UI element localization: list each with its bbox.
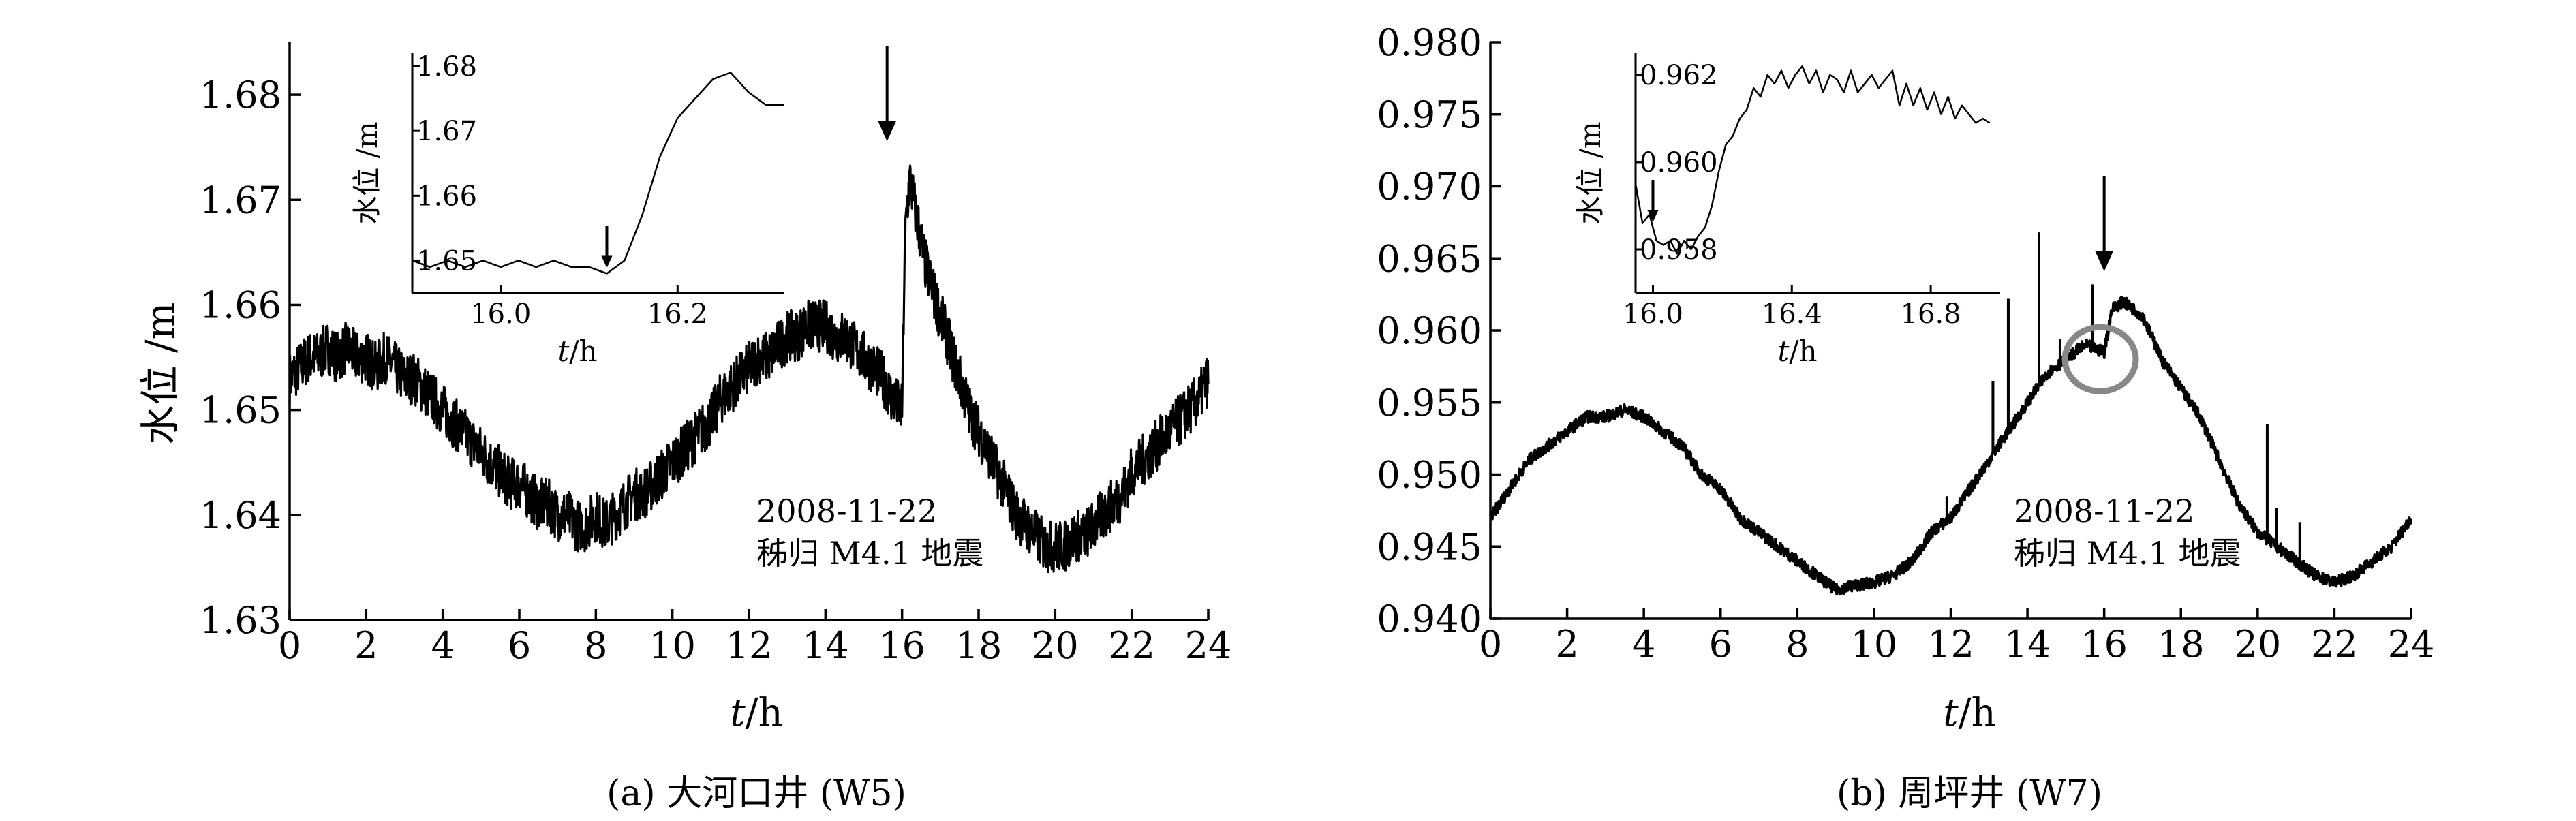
panel-a-inset-y-tick-label: 1.67 xyxy=(416,116,477,147)
panel-a-x-tick-label: 20 xyxy=(1032,624,1079,667)
panel-b-inset-y-tick-label: 0.962 xyxy=(1640,60,1718,91)
panel-a-x-tick-label: 4 xyxy=(431,624,454,667)
panel-b-y-tick-label: 0.950 xyxy=(1377,454,1482,497)
panel-b-y-tick-label: 0.970 xyxy=(1377,166,1482,208)
panel-a-x-tick-label: 22 xyxy=(1108,624,1155,667)
panel-a-y-tick-label: 1.65 xyxy=(200,389,281,432)
panel-b-y-tick-label: 0.965 xyxy=(1377,237,1482,280)
panel-b-x-tick-label: 2 xyxy=(1555,623,1578,666)
panel-a-y-tick-label: 1.66 xyxy=(200,283,281,326)
panel-b-event-arrow xyxy=(2095,176,2113,271)
panel-a-y-tick-label: 1.67 xyxy=(200,179,281,221)
panel-b-inset-ylabel: 水位 /m xyxy=(1574,121,1607,224)
panel-b-x-tick-label: 10 xyxy=(1851,623,1898,666)
panel-b-inset-x-tick-label: 16.4 xyxy=(1762,298,1822,330)
panel-a-x-tick-label: 12 xyxy=(726,624,773,667)
panel-b-y-tick-label: 0.975 xyxy=(1377,93,1482,136)
panel-b-x-tick-label: 18 xyxy=(2158,623,2205,666)
panel-a-inset-x-tick-label: 16.2 xyxy=(647,298,708,330)
panel-b-highlight-circle xyxy=(2065,327,2136,391)
panel-a-xlabel-unit: /h xyxy=(746,691,783,735)
panel-a-event-arrow xyxy=(878,46,896,141)
panel-b-x-tick-label: 14 xyxy=(2004,623,2051,666)
panel-a-xlabel: t/h xyxy=(730,691,782,735)
panel-a-caption: (a) 大河口井 (W5) xyxy=(607,773,906,814)
panel-a-inset-xlabel-unit: /h xyxy=(569,335,597,368)
panel-a-water-level-chart: 0 2 4 6 8 10 12 14 16 18 20 22 241.631.641.651.661.6… xyxy=(137,42,1231,814)
panel-a-x-tick-label: 10 xyxy=(649,624,696,667)
panel-b-y-tick-label: 0.980 xyxy=(1377,21,1482,64)
panel-a-inset-xlabel: t/h xyxy=(557,335,597,368)
panel-b-annotation-date: 2008-11-22 xyxy=(2014,493,2194,529)
panel-b-x-tick-label: 22 xyxy=(2311,623,2358,666)
panel-a-x-tick-label: 2 xyxy=(354,624,378,667)
panel-a-x-tick-label: 24 xyxy=(1185,624,1232,667)
panel-b-y-tick-label: 0.945 xyxy=(1377,525,1482,568)
panel-b-x-tick-label: 24 xyxy=(2388,623,2435,666)
panel-a-annotation-date: 2008-11-22 xyxy=(756,493,937,529)
panel-b-x-tick-label: 8 xyxy=(1785,623,1809,666)
panel-a-inset-xlabel-var: t xyxy=(557,335,569,368)
panel-b-x-tick-label: 4 xyxy=(1632,623,1655,666)
panel-a-x-tick-label: 18 xyxy=(955,624,1002,667)
panel-b-inset-x-tick-label: 16.8 xyxy=(1901,298,1961,330)
panel-b-inset-xlabel-unit: /h xyxy=(1789,335,1817,368)
panel-b-x-tick-label: 16 xyxy=(2081,623,2128,666)
panel-b-annotation-event: 秭归 M4.1 地震 xyxy=(2014,535,2241,572)
panel-a-inset-y-tick-label: 1.68 xyxy=(416,51,477,82)
panel-a-x-tick-label: 6 xyxy=(508,624,531,667)
panel-b-inset-y-tick-label: 0.960 xyxy=(1640,147,1718,179)
panel-a-y-tick-label: 1.64 xyxy=(200,494,281,537)
panel-b-x-tick-label: 6 xyxy=(1709,623,1732,666)
panel-a-xlabel-var: t xyxy=(730,691,746,735)
panel-a-y-tick-label: 1.63 xyxy=(200,599,281,642)
panel-a-inset-ylabel: 水位 /m xyxy=(350,121,384,224)
panel-a-inset-y-tick-label: 1.66 xyxy=(416,181,477,212)
panel-a-ylabel: 水位 /m xyxy=(137,303,183,445)
panel-a-x-tick-label: 14 xyxy=(802,624,849,667)
panel-b-xlabel: t/h xyxy=(1943,691,1995,735)
panel-a-annotation-event: 秭归 M4.1 地震 xyxy=(756,535,984,572)
panel-b-inset-x-tick-label: 16.0 xyxy=(1623,298,1683,330)
panel-a-x-tick-label: 8 xyxy=(584,624,607,667)
panel-b-xlabel-var: t xyxy=(1943,691,1959,735)
panel-b-y-tick-label: 0.960 xyxy=(1377,309,1482,352)
panel-b-water-level-chart: 0 2 4 6 8 10 12 14 16 18 20 22 240.9400.9450.9500.95… xyxy=(1377,21,2434,814)
panel-b-series-line xyxy=(1490,297,2411,594)
panel-a-x-tick-label: 16 xyxy=(878,624,925,667)
panel-b-caption: (b) 周坪井 (W7) xyxy=(1837,773,2102,814)
panel-b-y-tick-label: 0.955 xyxy=(1377,382,1482,424)
panel-b-inset-xlabel: t/h xyxy=(1777,335,1817,368)
panel-b-xlabel-unit: /h xyxy=(1959,691,1996,735)
panel-b-y-tick-label: 0.940 xyxy=(1377,598,1482,640)
panel-b-x-tick-label: 12 xyxy=(1927,623,1974,666)
panel-a-inset-x-tick-label: 16.0 xyxy=(470,298,531,330)
panel-b-inset-xlabel-var: t xyxy=(1777,335,1789,368)
panel-a-y-tick-label: 1.68 xyxy=(200,74,281,117)
panel-b-x-tick-label: 20 xyxy=(2234,623,2281,666)
